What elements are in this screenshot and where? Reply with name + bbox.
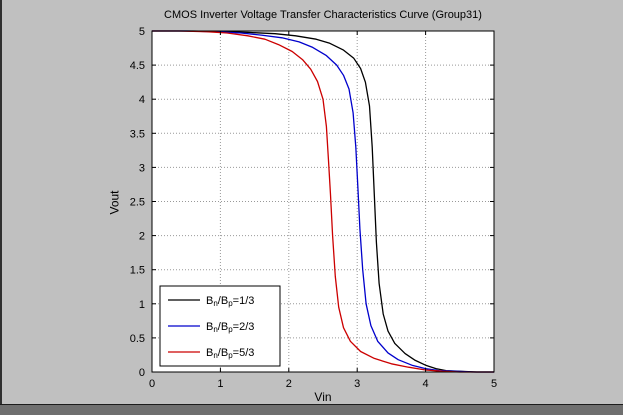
legend-label-1: Bn/Bp=1/3: [206, 295, 254, 308]
x-tick-label: 1: [217, 378, 223, 390]
tick-labels: 0 1 2 3 4 5 0 0.5 1 1.5 2 2.5 3 3.5 4 4.5 5: [130, 26, 497, 390]
y-tick-label: 2: [139, 231, 145, 243]
x-tick-label: 0: [149, 378, 155, 390]
tick-marks: [151, 30, 495, 373]
chart-title: CMOS Inverter Voltage Transfer Character…: [164, 9, 482, 21]
y-tick-label: 3: [139, 162, 145, 174]
x-axis-label: Vin: [314, 390, 332, 404]
x-tick-label: 2: [286, 378, 292, 390]
x-tick-label: 4: [423, 378, 429, 390]
y-tick-label: 0: [139, 367, 145, 379]
series-line-2: [152, 30, 494, 373]
y-tick-label: 2.5: [130, 197, 145, 209]
y-tick-label: 5: [139, 26, 145, 38]
y-tick-label: 3.5: [130, 128, 145, 140]
x-tick-label: 3: [354, 378, 360, 390]
legend: Bn/Bp=1/3 Bn/Bp=2/3 Bn/Bp=5/3: [159, 285, 281, 367]
y-tick-label: 4: [139, 94, 145, 106]
y-tick-label: 0.5: [130, 333, 145, 345]
window-left-edge: [0, 0, 2, 415]
series-line-1: [152, 30, 494, 373]
y-tick-label: 1: [139, 299, 145, 311]
legend-label-2: Bn/Bp=2/3: [206, 321, 254, 334]
y-tick-label: 4.5: [130, 60, 145, 72]
x-tick-label: 5: [491, 378, 497, 390]
series-line-3: [152, 30, 494, 373]
window-bottom-edge: [0, 404, 623, 415]
y-tick-label: 1.5: [130, 265, 145, 277]
legend-label-3: Bn/Bp=5/3: [206, 347, 254, 360]
